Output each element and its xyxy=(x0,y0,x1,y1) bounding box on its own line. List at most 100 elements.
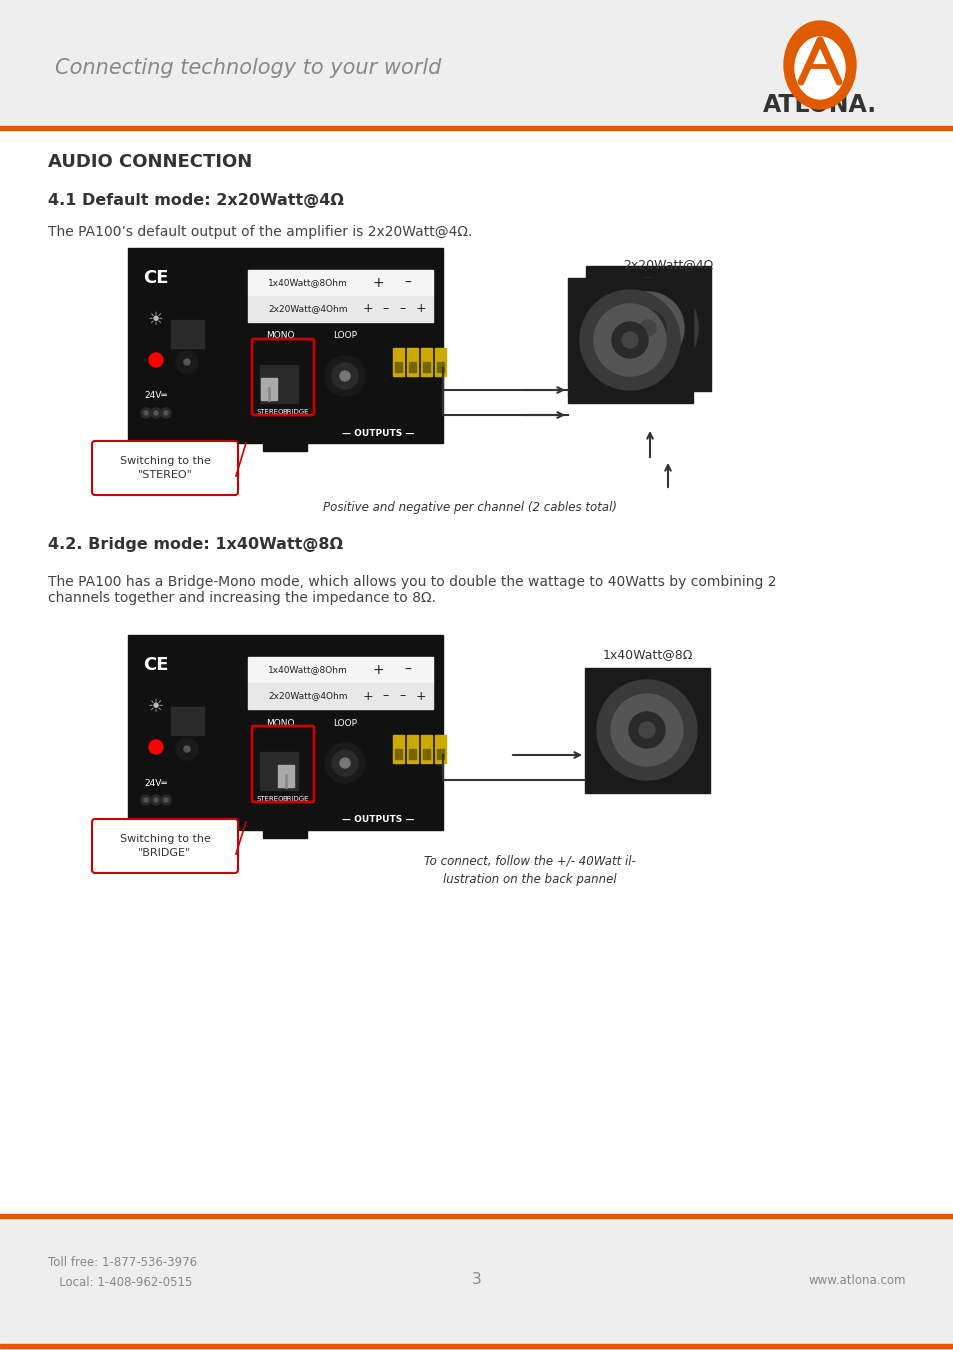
Bar xyxy=(436,749,443,759)
Text: 4.2. Bridge mode: 1x40Watt@8Ω: 4.2. Bridge mode: 1x40Watt@8Ω xyxy=(48,537,343,552)
Text: AUDIO CONNECTION: AUDIO CONNECTION xyxy=(48,153,252,171)
Circle shape xyxy=(161,408,171,418)
Circle shape xyxy=(161,795,171,805)
Text: Switching to the
"STEREO": Switching to the "STEREO" xyxy=(119,456,211,481)
Text: CE: CE xyxy=(143,656,169,674)
Text: 1x40Watt@8Ohm: 1x40Watt@8Ohm xyxy=(268,278,348,288)
Text: CE: CE xyxy=(143,269,169,288)
Bar xyxy=(171,707,204,734)
Text: –: – xyxy=(382,302,389,316)
Bar xyxy=(263,828,307,838)
Bar xyxy=(0,1218,953,1350)
Circle shape xyxy=(612,292,683,365)
Circle shape xyxy=(598,278,698,378)
Text: 2x20Watt@4Ohm: 2x20Watt@4Ohm xyxy=(268,305,348,313)
Bar xyxy=(393,348,403,377)
Text: 1x40Watt@8Ω: 1x40Watt@8Ω xyxy=(602,648,693,662)
Text: ☀: ☀ xyxy=(148,698,164,716)
Text: 2x20Watt@4Ohm: 2x20Watt@4Ohm xyxy=(268,691,348,701)
Circle shape xyxy=(339,371,350,381)
Circle shape xyxy=(149,740,163,755)
Bar xyxy=(409,362,416,373)
Text: 1x40Watt@8Ohm: 1x40Watt@8Ohm xyxy=(268,666,348,675)
Circle shape xyxy=(579,290,679,390)
Circle shape xyxy=(151,408,161,418)
Text: — OUTPUTS —: — OUTPUTS — xyxy=(341,428,414,437)
Bar xyxy=(171,320,204,348)
Text: STEREO: STEREO xyxy=(256,409,283,414)
Text: 4.1 Default mode: 2x20Watt@4Ω: 4.1 Default mode: 2x20Watt@4Ω xyxy=(48,193,344,208)
Bar xyxy=(436,362,443,373)
Bar xyxy=(407,348,417,377)
Text: 3: 3 xyxy=(472,1273,481,1288)
Text: +: + xyxy=(372,663,383,676)
Bar xyxy=(260,752,297,790)
Text: +: + xyxy=(372,275,383,290)
Text: Toll free: 1-877-536-3976
   Local: 1-408-962-0515: Toll free: 1-877-536-3976 Local: 1-408-9… xyxy=(48,1256,197,1288)
Bar xyxy=(0,0,953,128)
Circle shape xyxy=(610,694,682,765)
Circle shape xyxy=(332,751,357,776)
Text: ATLONA.: ATLONA. xyxy=(762,93,876,117)
Bar xyxy=(0,1345,953,1349)
Circle shape xyxy=(339,757,350,768)
FancyBboxPatch shape xyxy=(91,441,237,495)
Bar xyxy=(0,126,953,130)
Text: MONO: MONO xyxy=(266,718,294,728)
Circle shape xyxy=(184,747,190,752)
Text: –: – xyxy=(404,663,411,676)
Circle shape xyxy=(153,798,158,802)
Bar xyxy=(128,634,442,830)
Circle shape xyxy=(628,711,664,748)
Circle shape xyxy=(621,332,638,348)
Bar xyxy=(420,348,432,377)
Text: To connect, follow the +/- 40Watt il-
lustration on the back pannel: To connect, follow the +/- 40Watt il- lu… xyxy=(424,855,636,886)
Text: www.atlona.com: www.atlona.com xyxy=(807,1273,905,1287)
Bar xyxy=(248,296,433,323)
Bar xyxy=(263,441,307,451)
Circle shape xyxy=(175,738,198,760)
Text: 24V═: 24V═ xyxy=(145,392,167,401)
Text: BRIDGE: BRIDGE xyxy=(282,796,309,802)
Circle shape xyxy=(639,320,656,336)
Bar xyxy=(395,749,401,759)
Text: +: + xyxy=(362,302,373,316)
Bar xyxy=(248,270,433,296)
Circle shape xyxy=(594,304,665,377)
Text: 24V═: 24V═ xyxy=(145,779,167,787)
Text: –: – xyxy=(382,690,389,702)
Circle shape xyxy=(164,798,168,802)
Text: Connecting technology to your world: Connecting technology to your world xyxy=(55,58,441,78)
Text: BRIDGE: BRIDGE xyxy=(282,409,309,414)
Bar xyxy=(420,734,432,763)
Circle shape xyxy=(141,408,151,418)
Bar xyxy=(422,362,430,373)
Text: +: + xyxy=(416,302,426,316)
Circle shape xyxy=(141,795,151,805)
Bar xyxy=(261,378,276,400)
Circle shape xyxy=(325,743,365,783)
Circle shape xyxy=(639,722,655,738)
Bar xyxy=(422,749,430,759)
Circle shape xyxy=(629,310,665,346)
Bar xyxy=(409,749,416,759)
Ellipse shape xyxy=(783,22,855,109)
Text: LOOP: LOOP xyxy=(333,718,356,728)
Text: +: + xyxy=(362,690,373,702)
Text: LOOP: LOOP xyxy=(333,332,356,340)
Circle shape xyxy=(332,363,357,389)
Circle shape xyxy=(151,795,161,805)
Text: –: – xyxy=(399,690,406,702)
Ellipse shape xyxy=(794,36,844,99)
Text: — OUTPUTS —: — OUTPUTS — xyxy=(341,815,414,825)
Text: –: – xyxy=(399,302,406,316)
Circle shape xyxy=(164,410,168,414)
Circle shape xyxy=(597,680,697,780)
Text: STEREO: STEREO xyxy=(256,796,283,802)
Text: +: + xyxy=(416,690,426,702)
Circle shape xyxy=(184,359,190,364)
Bar xyxy=(277,765,294,787)
Circle shape xyxy=(144,410,148,414)
Bar xyxy=(435,734,446,763)
Text: 2x20Watt@4Ω: 2x20Watt@4Ω xyxy=(622,258,713,271)
